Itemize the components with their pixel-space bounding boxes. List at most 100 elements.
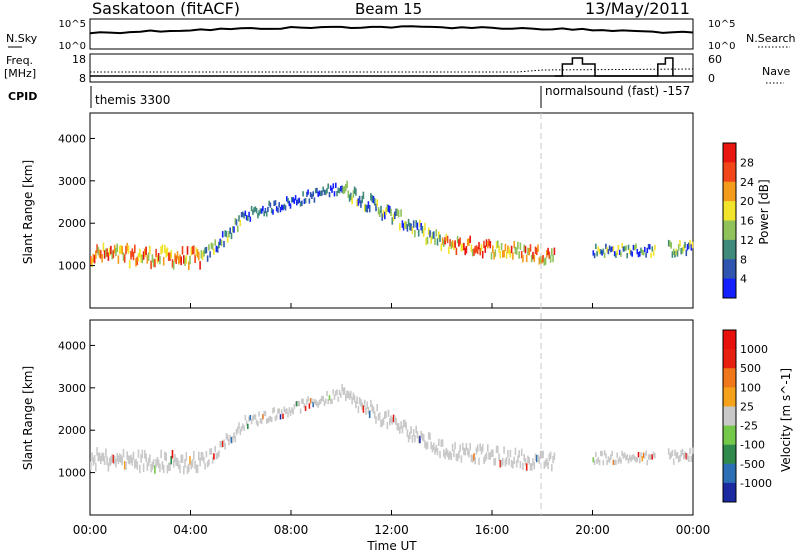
data-cell bbox=[461, 442, 464, 451]
y-tick-label: 3000 bbox=[58, 382, 86, 395]
data-cell bbox=[649, 454, 651, 460]
data-cell bbox=[322, 396, 324, 402]
data-cell bbox=[473, 453, 475, 461]
data-cell bbox=[183, 255, 185, 264]
data-cell bbox=[534, 246, 537, 254]
colorbar-swatch bbox=[723, 201, 736, 221]
data-cell bbox=[127, 455, 130, 464]
data-cell bbox=[470, 454, 473, 462]
data-cell bbox=[302, 398, 304, 404]
data-cell bbox=[235, 219, 238, 226]
data-cell bbox=[498, 245, 500, 253]
data-cell bbox=[495, 241, 498, 249]
data-cell bbox=[154, 258, 156, 268]
data-cell bbox=[265, 418, 268, 424]
data-cell bbox=[381, 419, 383, 427]
data-cell bbox=[547, 247, 549, 256]
data-cell bbox=[466, 238, 469, 247]
data-cell bbox=[348, 194, 351, 202]
data-cell bbox=[553, 452, 556, 460]
data-cell bbox=[646, 247, 649, 254]
data-cell bbox=[110, 245, 112, 255]
data-cell bbox=[616, 250, 618, 256]
power-colorbar-label: Power [dB] bbox=[757, 179, 771, 244]
data-cell bbox=[529, 463, 532, 471]
data-cell bbox=[223, 439, 225, 446]
data-cell bbox=[600, 450, 602, 457]
data-cell bbox=[111, 250, 113, 260]
data-cell bbox=[312, 401, 314, 408]
data-cell bbox=[191, 459, 194, 468]
data-cell bbox=[311, 193, 313, 199]
data-cell bbox=[329, 398, 332, 404]
data-cell bbox=[688, 455, 690, 462]
data-cell bbox=[443, 239, 445, 247]
data-cell bbox=[518, 450, 520, 458]
data-cell bbox=[122, 448, 125, 458]
data-cell bbox=[220, 239, 223, 247]
data-cell bbox=[244, 210, 247, 216]
data-cell bbox=[628, 454, 631, 461]
data-cell bbox=[647, 454, 650, 460]
data-cell bbox=[672, 458, 675, 465]
data-cell bbox=[243, 425, 245, 431]
data-cell bbox=[242, 423, 244, 429]
data-cell bbox=[277, 207, 279, 213]
freq-strip-frame bbox=[89, 53, 694, 83]
data-cell bbox=[289, 203, 292, 209]
data-cell bbox=[351, 397, 353, 405]
data-cell bbox=[401, 425, 404, 434]
cpid-strip: CPID themis 3300 normalsound (fast) -157 bbox=[8, 84, 690, 108]
data-cell bbox=[273, 200, 275, 206]
data-cell bbox=[171, 259, 174, 268]
data-cell bbox=[322, 186, 324, 192]
data-cell bbox=[373, 198, 376, 206]
data-cell bbox=[438, 438, 440, 447]
data-cell bbox=[356, 396, 358, 404]
data-cell bbox=[268, 416, 270, 422]
data-cell bbox=[101, 254, 103, 263]
data-cell bbox=[132, 451, 135, 461]
data-cell bbox=[684, 241, 686, 249]
data-cell bbox=[149, 454, 151, 463]
data-cell bbox=[640, 452, 642, 458]
data-cell bbox=[641, 456, 644, 462]
data-cell bbox=[448, 452, 450, 460]
data-cell bbox=[273, 407, 275, 413]
data-cell bbox=[146, 255, 149, 264]
data-cell bbox=[106, 456, 108, 466]
data-cell bbox=[308, 403, 311, 409]
data-cell bbox=[430, 441, 432, 450]
data-cell bbox=[260, 418, 263, 424]
data-cell bbox=[454, 442, 456, 450]
data-cell bbox=[409, 222, 411, 231]
data-cell bbox=[203, 250, 205, 257]
data-cell bbox=[475, 245, 478, 253]
data-cell bbox=[612, 246, 615, 252]
data-cell bbox=[319, 398, 322, 404]
data-cell bbox=[512, 461, 514, 469]
data-cell bbox=[208, 459, 210, 466]
data-cell bbox=[640, 247, 642, 253]
data-cell bbox=[137, 252, 140, 262]
data-cell bbox=[243, 213, 245, 219]
data-cell bbox=[164, 244, 166, 254]
data-cell bbox=[254, 414, 257, 420]
data-cell bbox=[417, 229, 420, 237]
data-cell bbox=[686, 244, 689, 251]
data-cell bbox=[228, 438, 230, 446]
data-cell bbox=[458, 239, 460, 247]
data-cell bbox=[415, 220, 417, 228]
data-cell bbox=[454, 240, 456, 248]
colorbar-swatch bbox=[723, 330, 736, 350]
data-cell bbox=[353, 186, 356, 194]
data-cell bbox=[298, 197, 301, 203]
colorbar-swatch bbox=[723, 239, 736, 260]
data-cell bbox=[186, 246, 189, 255]
data-cell bbox=[123, 254, 126, 263]
data-cell bbox=[115, 458, 117, 468]
data-cell bbox=[433, 442, 435, 450]
data-cell bbox=[464, 247, 466, 256]
data-cell bbox=[446, 235, 449, 244]
data-cell bbox=[331, 398, 333, 404]
